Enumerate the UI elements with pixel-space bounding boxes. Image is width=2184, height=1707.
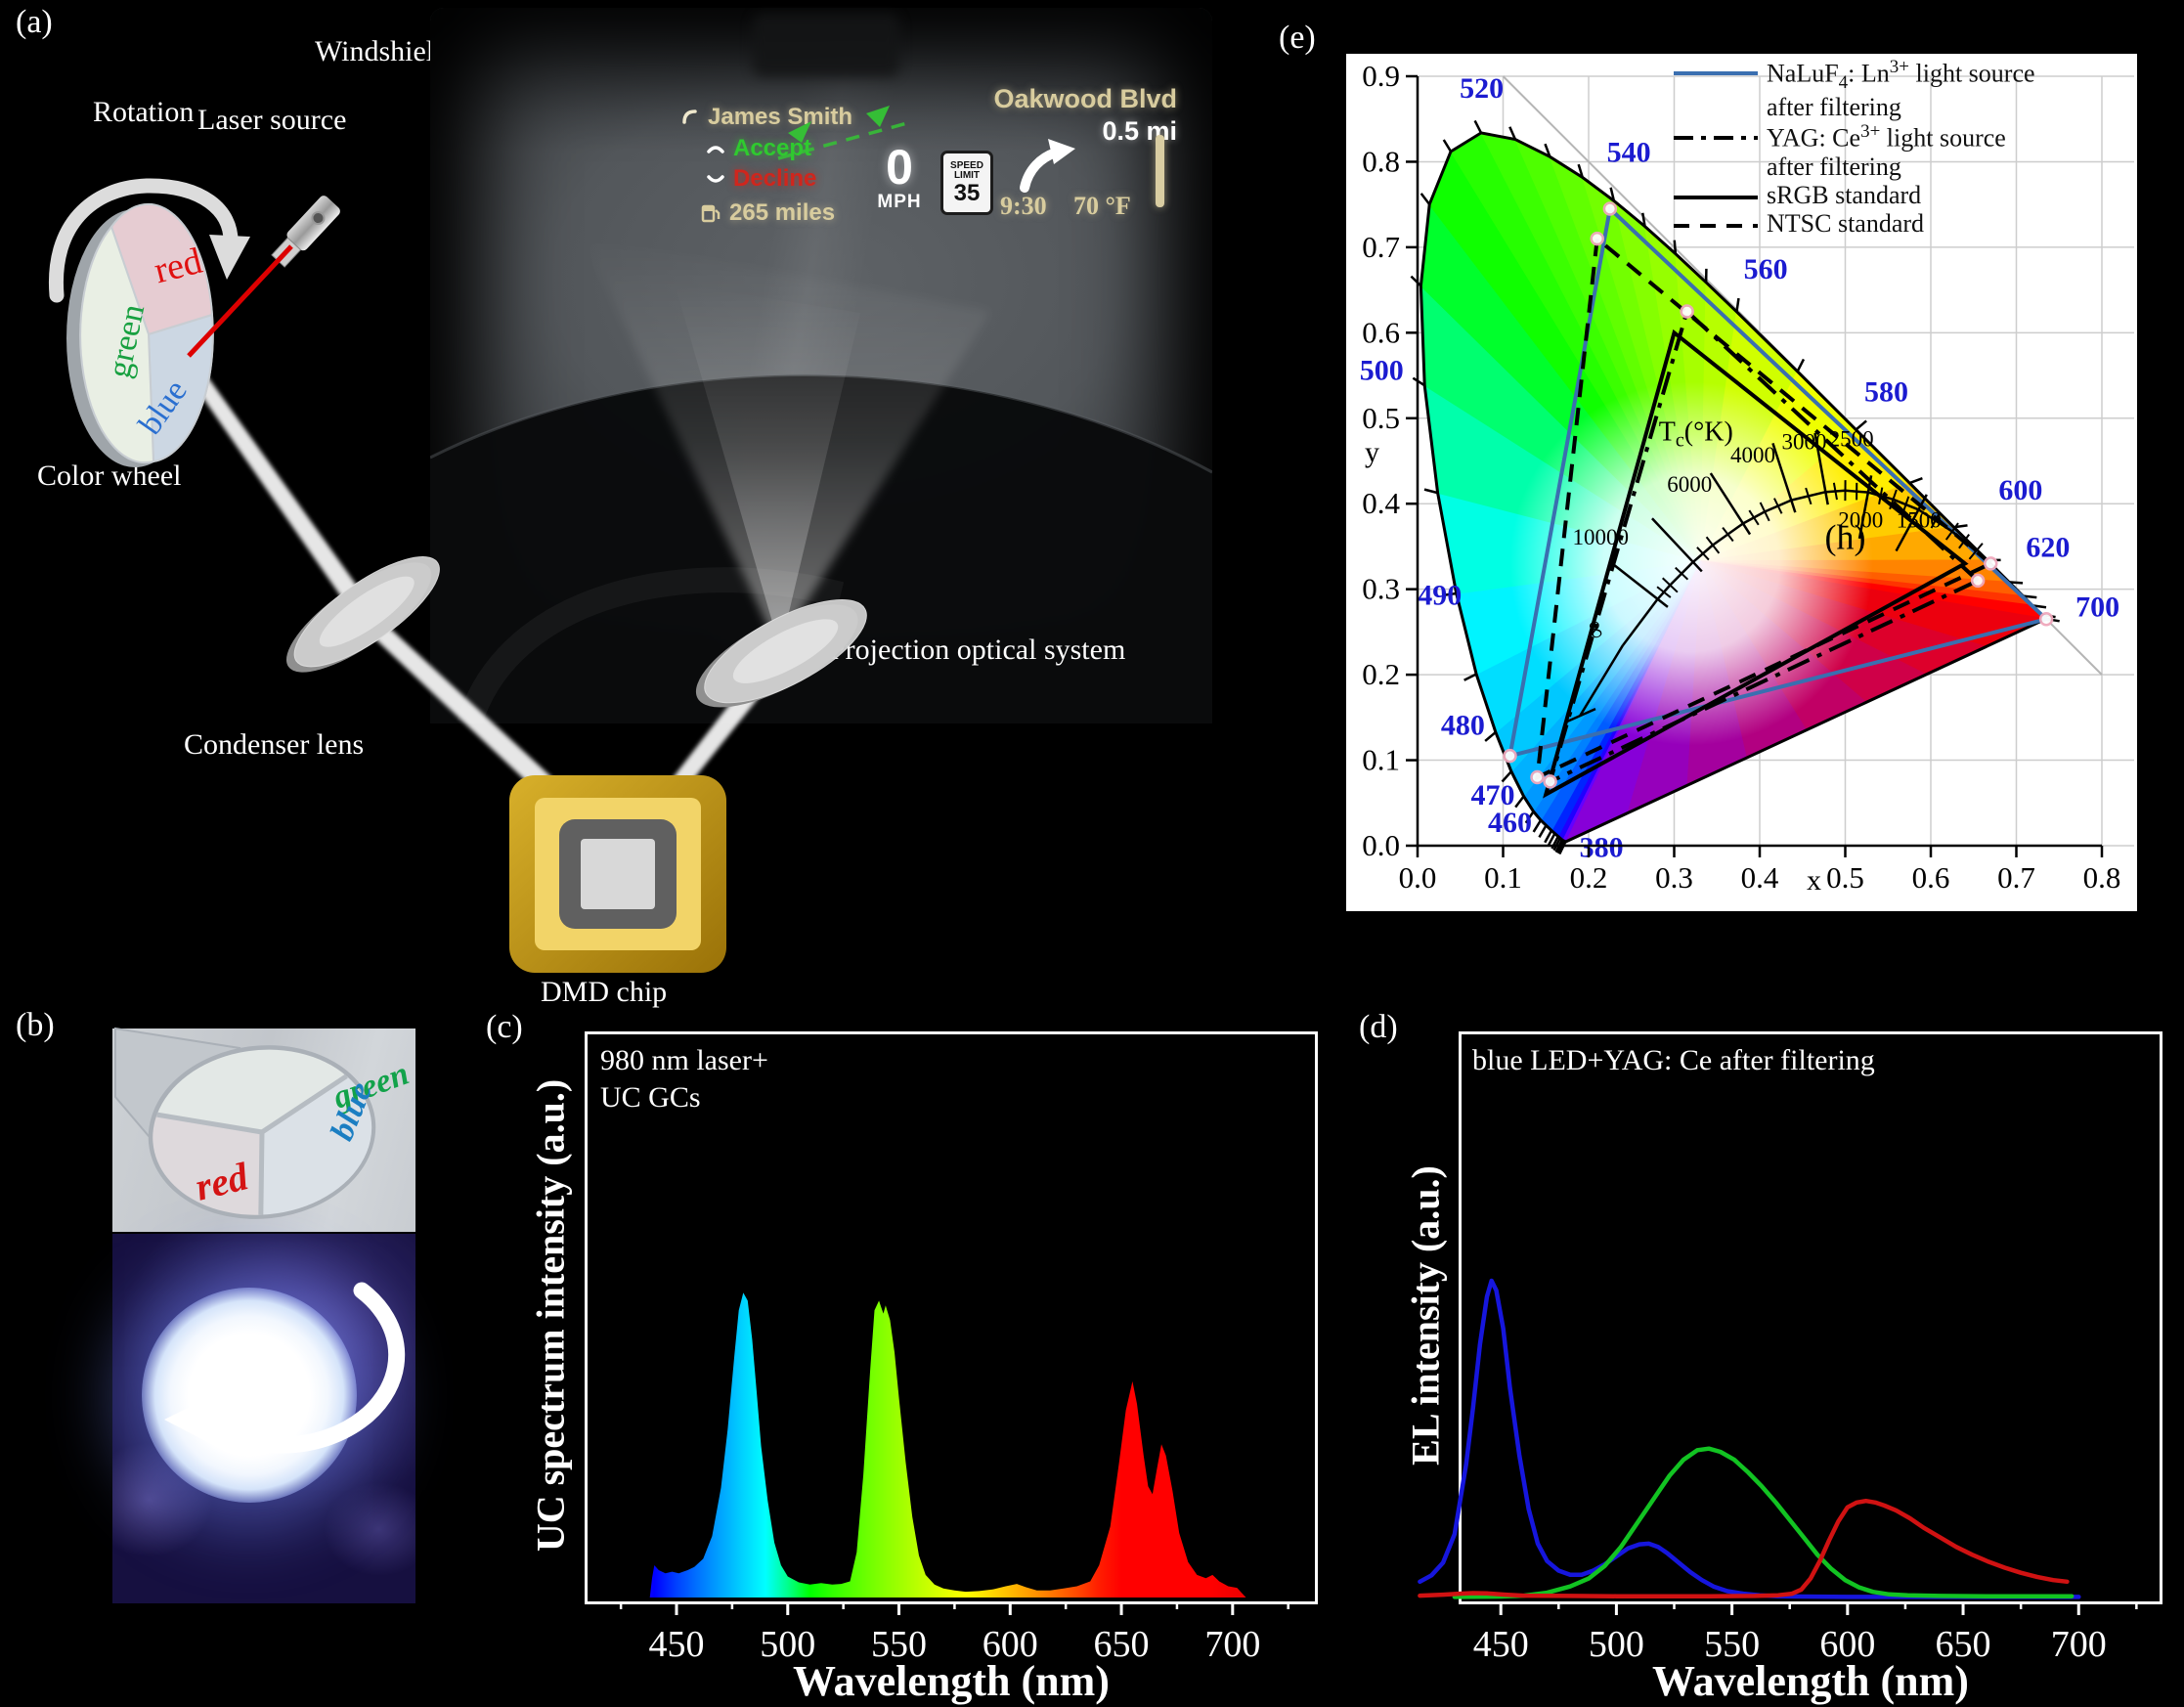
cie-legend: NaLuF4: Ln3+ light source after filtering… bbox=[1674, 57, 2141, 238]
hud-decline-row: Decline bbox=[706, 165, 816, 193]
color-wheel-label: Color wheel bbox=[37, 460, 182, 492]
legend-line-sample bbox=[1674, 136, 1758, 141]
sign-line1: SPEED bbox=[950, 159, 983, 171]
phone-decline-icon bbox=[707, 175, 724, 183]
svg-text:450: 450 bbox=[1473, 1624, 1529, 1665]
svg-text:700: 700 bbox=[2051, 1624, 2107, 1665]
legend-line-sample bbox=[1674, 196, 1758, 200]
condenser-lens-label: Condenser lens bbox=[184, 728, 365, 761]
svg-text:700: 700 bbox=[1204, 1624, 1260, 1665]
el-xlabel: Wavelength (nm) bbox=[1652, 1657, 1969, 1705]
dmd-chip bbox=[509, 775, 726, 973]
hud-speed: 0 MPH bbox=[872, 143, 927, 213]
speed-limit-sign: SPEED LIMIT 35 bbox=[940, 151, 993, 215]
legend-line-sample bbox=[1674, 71, 1758, 75]
el-plot-frame bbox=[1459, 1031, 2162, 1604]
legend-label: sRGB standard bbox=[1767, 181, 1922, 210]
el-annotation: blue LED+YAG: Ce after filtering bbox=[1472, 1044, 1875, 1076]
hud-range: 265 miles bbox=[729, 199, 836, 226]
wheel-red-label: red bbox=[150, 240, 206, 292]
lane-guides bbox=[777, 106, 908, 160]
legend-label: NTSC standard bbox=[1767, 209, 1925, 239]
legend-item: NTSC standard bbox=[1674, 209, 2141, 238]
spinning-wheel-photo bbox=[112, 1234, 415, 1603]
uc-annotation: 980 nm laser+ UC GCs bbox=[600, 1042, 768, 1116]
phone-icon bbox=[682, 109, 697, 124]
sign-value: 35 bbox=[953, 179, 981, 206]
fuel-icon bbox=[701, 204, 721, 223]
legend-line-sample bbox=[1674, 224, 1758, 229]
car-silhouette bbox=[753, 14, 899, 76]
hud-contact-row: James Smith bbox=[680, 104, 852, 131]
phone-accept-icon bbox=[707, 146, 724, 153]
laser-pointer bbox=[271, 196, 340, 268]
dmd-chip-label: DMD chip bbox=[541, 976, 668, 1008]
uc-annotation-line1: 980 nm laser+ bbox=[600, 1044, 768, 1076]
hud-navigation: Oakwood Blvd 0.5 mi bbox=[993, 84, 1177, 147]
uc-xlabel: Wavelength (nm) bbox=[793, 1657, 1110, 1705]
uc-ylabel: UC spectrum intensity (a.u.) bbox=[528, 1078, 573, 1553]
hud-street: Oakwood Blvd bbox=[993, 84, 1177, 113]
panel-e-label: (e) bbox=[1279, 20, 1316, 56]
hud-speed-unit: MPH bbox=[877, 192, 922, 212]
wheel-blue-label: blue bbox=[131, 373, 195, 442]
legend-label: NaLuF4: Ln3+ light source after filtering bbox=[1767, 57, 2035, 122]
rotation-label: Rotation bbox=[93, 96, 195, 128]
progress-bar bbox=[1156, 135, 1164, 207]
turn-arrow-icon bbox=[1020, 139, 1075, 193]
panel-c-label: (c) bbox=[486, 1009, 523, 1045]
uc-annotation-line2: UC GCs bbox=[600, 1080, 701, 1114]
laser-source-label: Laser source bbox=[197, 104, 347, 136]
hud-distance: 0.5 mi bbox=[1102, 116, 1177, 146]
glowing-wheel bbox=[142, 1288, 357, 1503]
windshield-label: Windshield bbox=[315, 35, 450, 67]
wheel-green-label: green bbox=[101, 301, 153, 381]
hud-range-row: 265 miles bbox=[700, 199, 835, 227]
legend-item: NaLuF4: Ln3+ light source after filtering bbox=[1674, 57, 2141, 121]
hud-contact: James Smith bbox=[708, 104, 853, 130]
legend-item: sRGB standard bbox=[1674, 181, 2141, 209]
hud-decline: Decline bbox=[733, 165, 817, 192]
windshield-photo: James Smith Accept Decline 265 miles 0 M… bbox=[430, 8, 1212, 723]
panel-d-label: (d) bbox=[1359, 1009, 1398, 1045]
hud-time: 9:30 bbox=[1000, 192, 1047, 220]
legend-item: YAG: Ce3+ light source after filtering bbox=[1674, 121, 2141, 181]
svg-text:450: 450 bbox=[649, 1624, 705, 1665]
panel-b-label: (b) bbox=[16, 1007, 55, 1043]
hud-temperature: 70 °F bbox=[1073, 192, 1131, 220]
hud-speed-value: 0 bbox=[886, 140, 913, 195]
el-ylabel: EL intensity (a.u.) bbox=[1403, 1165, 1448, 1466]
panel-a-label: (a) bbox=[16, 4, 53, 40]
uc-plot-frame bbox=[585, 1031, 1318, 1604]
sign-line2: LIMIT bbox=[953, 170, 981, 181]
condenser-lens bbox=[285, 556, 440, 673]
color-wheel-photo bbox=[112, 1029, 415, 1232]
projection-system-label: Projection optical system bbox=[829, 634, 1126, 666]
legend-label: YAG: Ce3+ light source after filtering bbox=[1767, 121, 2006, 181]
